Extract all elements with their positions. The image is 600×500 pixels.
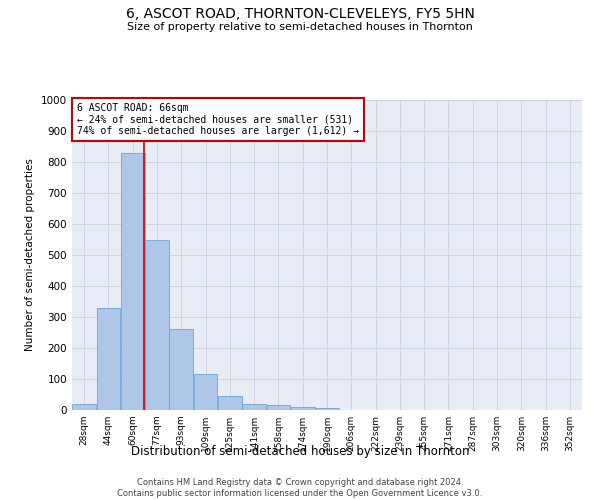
Bar bbox=[169, 330, 193, 410]
Bar bbox=[266, 406, 290, 410]
Bar bbox=[121, 152, 145, 410]
Y-axis label: Number of semi-detached properties: Number of semi-detached properties bbox=[25, 158, 35, 352]
Text: Distribution of semi-detached houses by size in Thornton: Distribution of semi-detached houses by … bbox=[131, 445, 469, 458]
Bar bbox=[291, 407, 314, 410]
Bar bbox=[315, 408, 339, 410]
Text: Contains HM Land Registry data © Crown copyright and database right 2024.
Contai: Contains HM Land Registry data © Crown c… bbox=[118, 478, 482, 498]
Bar bbox=[218, 396, 242, 410]
Bar bbox=[97, 308, 121, 410]
Text: Size of property relative to semi-detached houses in Thornton: Size of property relative to semi-detach… bbox=[127, 22, 473, 32]
Bar bbox=[242, 404, 266, 410]
Bar bbox=[72, 404, 96, 410]
Text: 6, ASCOT ROAD, THORNTON-CLEVELEYS, FY5 5HN: 6, ASCOT ROAD, THORNTON-CLEVELEYS, FY5 5… bbox=[125, 8, 475, 22]
Bar bbox=[145, 240, 169, 410]
Bar bbox=[194, 374, 217, 410]
Text: 6 ASCOT ROAD: 66sqm
← 24% of semi-detached houses are smaller (531)
74% of semi-: 6 ASCOT ROAD: 66sqm ← 24% of semi-detach… bbox=[77, 103, 359, 136]
